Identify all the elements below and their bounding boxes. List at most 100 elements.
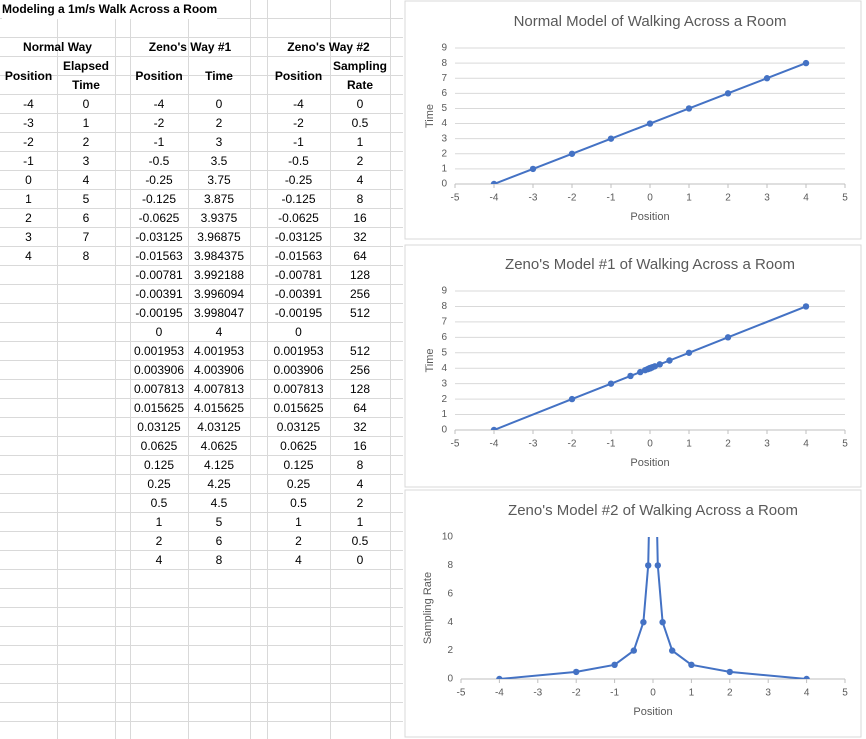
cell-value: 0.5: [290, 496, 307, 510]
cell-value: -0.00195: [274, 306, 323, 320]
cell-value: -0.25: [284, 173, 313, 187]
cell-value: 0: [82, 97, 90, 111]
y-tick-label: 5: [441, 347, 447, 358]
data-point: [607, 380, 615, 387]
x-tick-label: -4: [490, 193, 499, 204]
cell-value: 3.96875: [197, 230, 241, 244]
y-tick-label: 5: [441, 103, 447, 114]
x-tick-label: -2: [568, 193, 577, 204]
y-tick-label: 4: [441, 118, 447, 129]
x-axis-label: Position: [633, 706, 672, 718]
cell-value: 4: [295, 553, 302, 567]
cell-value: 4: [25, 249, 32, 263]
cell-value: 0.5: [150, 496, 168, 510]
cell-value: -0.00195: [135, 306, 183, 320]
column-header: Position: [274, 68, 323, 83]
cell-value: 0: [356, 553, 364, 567]
column-line: [57, 0, 58, 739]
cell-value: -1: [23, 154, 34, 168]
cell-value: -4: [153, 97, 165, 111]
cell-value: 4.25: [207, 477, 231, 491]
cell-value: 0.003906: [273, 363, 324, 377]
cell-value: -0.0625: [138, 211, 180, 225]
x-tick-label: -3: [529, 439, 538, 450]
y-tick-label: 7: [441, 317, 447, 328]
x-tick-label: -5: [451, 193, 460, 204]
cell-value: -0.5: [148, 154, 170, 168]
column-line: [130, 0, 131, 739]
cell-value: 32: [353, 230, 367, 244]
y-tick-label: 3: [441, 133, 447, 144]
cell-value: 2: [155, 534, 163, 548]
cell-value: -0.00391: [135, 287, 183, 301]
cell-value: -0.125: [141, 192, 177, 206]
x-tick-label: -3: [533, 688, 542, 699]
chart-panel: [404, 489, 862, 738]
cell-value: 6: [82, 211, 90, 225]
cell-value: -2: [153, 116, 165, 130]
x-tick-label: 5: [842, 439, 848, 450]
y-tick-label: 4: [447, 617, 453, 628]
cell-value: 0.001953: [133, 344, 185, 358]
cell-value: 1: [356, 515, 364, 529]
cell-value: 3.992188: [193, 268, 245, 282]
cell-value: -0.01563: [274, 249, 323, 263]
x-tick-label: -1: [607, 193, 616, 204]
cell-value: 128: [349, 268, 371, 282]
plot-area: [496, 537, 810, 679]
cell-value: 3.9375: [200, 211, 238, 225]
data-point: [630, 647, 637, 654]
cell-value: 3.875: [203, 192, 235, 206]
y-tick-label: 0: [441, 425, 447, 436]
data-point: [685, 349, 693, 356]
cell-value: 1: [82, 116, 90, 130]
cell-value: 4.5: [210, 496, 228, 510]
cell-value: 0.03125: [137, 420, 181, 434]
x-tick-label: 1: [689, 688, 695, 699]
cell-value: -0.25: [145, 173, 173, 187]
cell-value: 4.015625: [193, 401, 245, 415]
column-line: [267, 0, 268, 739]
y-tick-label: 6: [447, 588, 453, 599]
cell-value: 4: [356, 173, 364, 187]
cell-value: 3: [25, 230, 32, 244]
data-point: [802, 59, 810, 67]
cell-value: 8: [356, 192, 364, 206]
cell-value: 3.75: [207, 173, 231, 187]
data-point: [568, 395, 576, 403]
cell-value: -4: [293, 97, 304, 111]
cell-value: 0.015625: [133, 401, 185, 415]
cell-value: 4.03125: [197, 420, 241, 434]
y-tick-label: 0: [441, 179, 447, 190]
group-title: Normal Way: [23, 40, 92, 54]
chart-panel: [404, 0, 862, 240]
cell-value: 2: [356, 496, 364, 510]
cell-value: 0: [356, 97, 364, 111]
x-tick-label: -5: [451, 439, 460, 450]
cell-value: 2: [82, 135, 90, 149]
y-tick-label: 9: [441, 286, 447, 297]
cell-value: 4: [356, 477, 364, 491]
cell-value: -2: [23, 135, 34, 149]
cell-value: -0.00391: [274, 287, 323, 301]
cell-value: 3.5: [210, 154, 228, 168]
group-title: Zeno's Way #2: [287, 40, 370, 54]
y-tick-label: 10: [442, 532, 454, 543]
x-tick-label: -1: [607, 439, 616, 450]
cell-value: 64: [353, 249, 367, 263]
cell-value: 2: [356, 154, 364, 168]
column-header: Position: [135, 68, 183, 83]
cell-value: 16: [353, 439, 367, 453]
column-line: [390, 0, 391, 739]
x-tick-label: -1: [610, 688, 619, 699]
cell-value: -1: [293, 135, 304, 149]
x-tick-label: 5: [842, 688, 848, 699]
data-point: [529, 165, 537, 173]
y-tick-label: 6: [441, 332, 447, 343]
cell-value: 128: [349, 382, 371, 396]
sheet-title: Modeling a 1m/s Walk Across a Room: [2, 0, 218, 19]
column-line: [330, 0, 331, 739]
cell-value: -1: [153, 135, 165, 149]
data-point: [724, 90, 732, 97]
cell-value: -0.125: [281, 192, 316, 206]
